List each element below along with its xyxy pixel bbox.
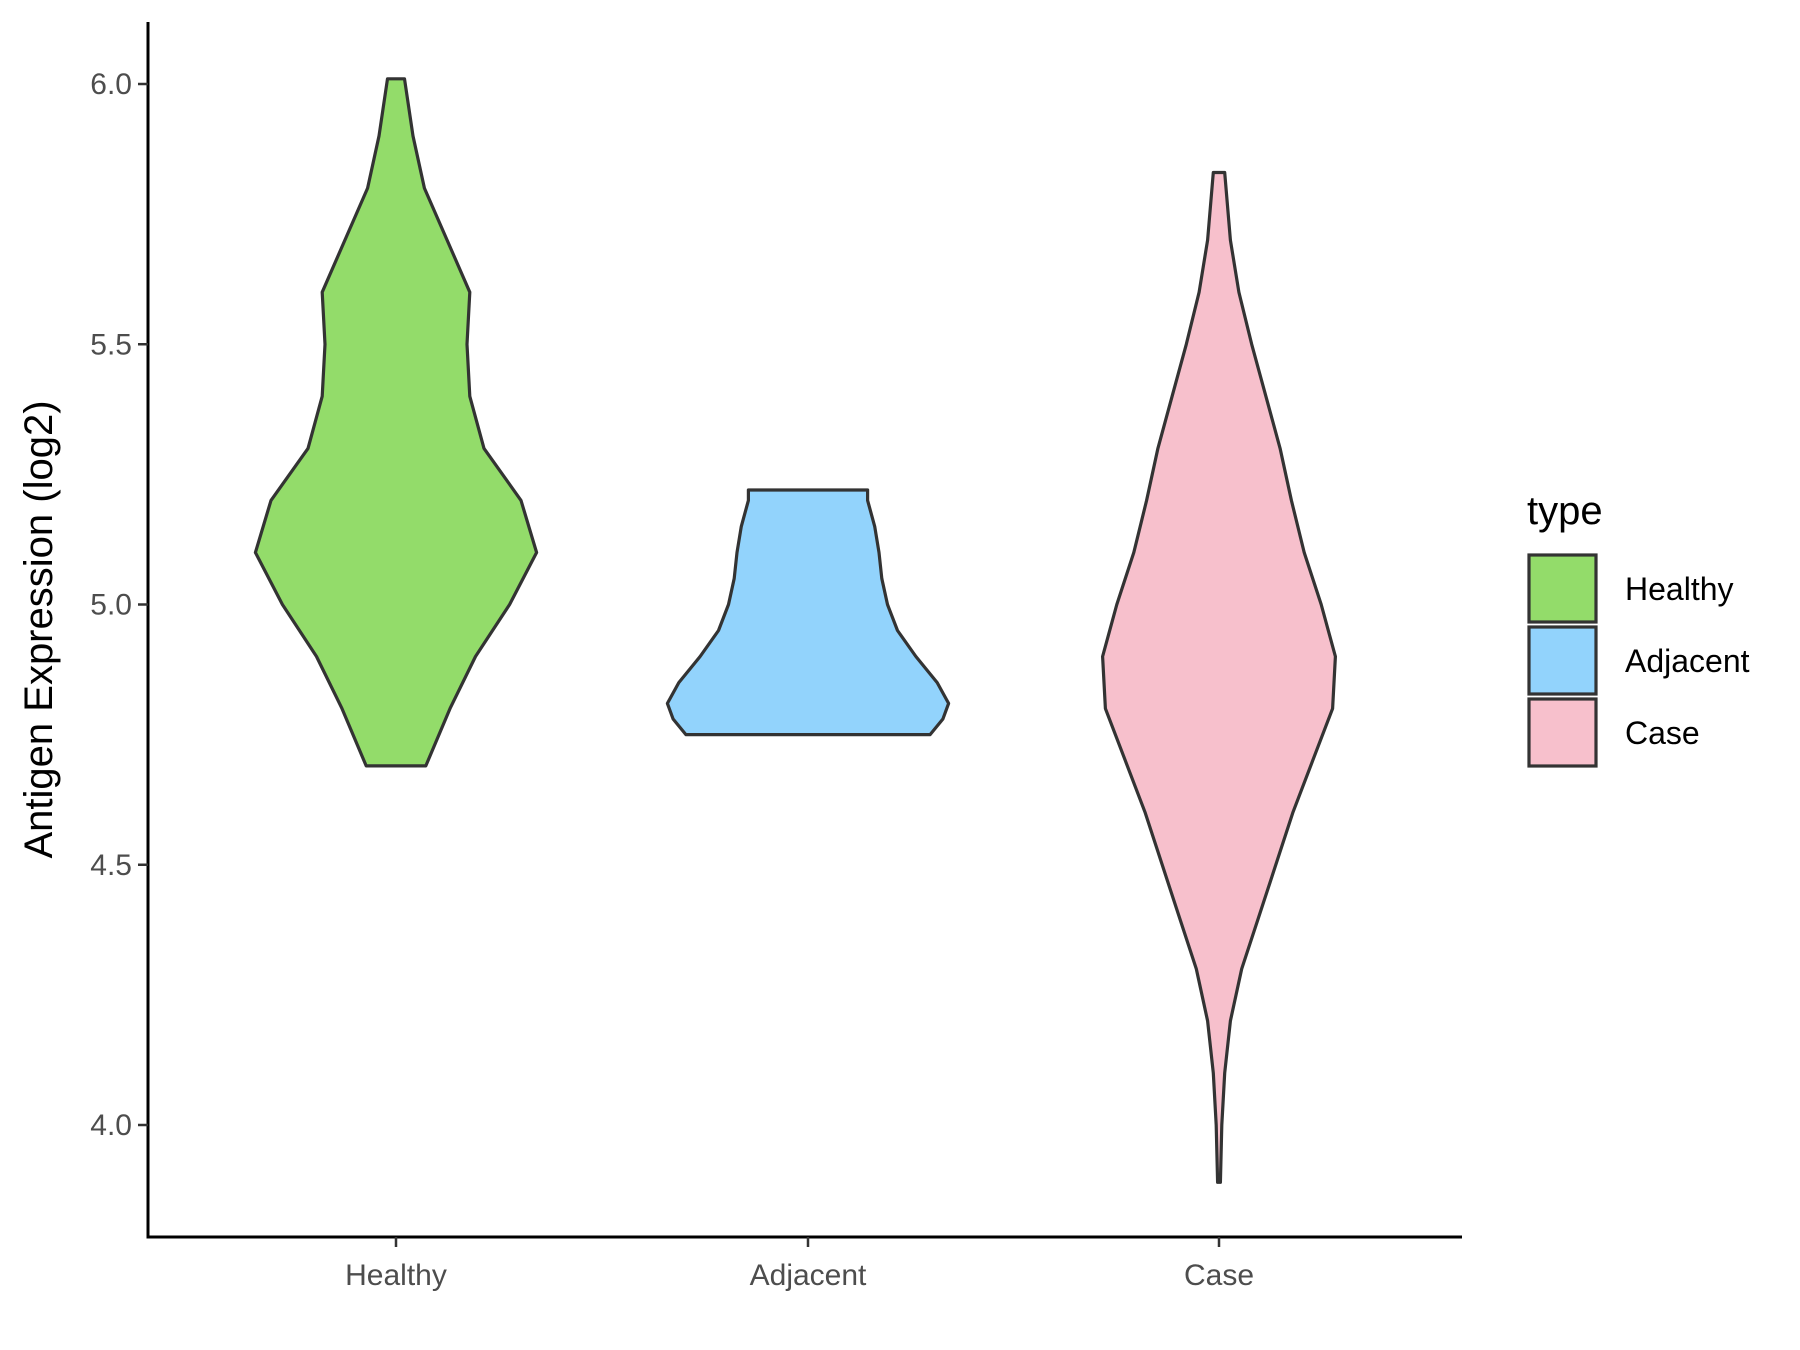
y-tick-label: 6.0	[90, 68, 132, 101]
violin-adjacent	[665, 488, 951, 737]
x-tick-label: Adjacent	[750, 1259, 867, 1292]
y-tick-label: 5.5	[90, 328, 132, 361]
legend: type Healthy Adjacent Case	[1527, 489, 1750, 768]
y-tick-label: 4.0	[90, 1109, 132, 1142]
y-ticks: 4.0 4.5 5.0 5.5 6.0	[90, 68, 148, 1142]
y-tick-label: 5.0	[90, 589, 132, 622]
x-tick-label: Healthy	[345, 1259, 447, 1292]
legend-key-case	[1527, 697, 1598, 768]
legend-label-healthy: Healthy	[1625, 571, 1734, 607]
axes: 4.0 4.5 5.0 5.5 6.0 Healthy Adjacent Case	[90, 22, 1462, 1292]
violin-healthy	[253, 77, 539, 768]
legend-label-case: Case	[1625, 715, 1700, 751]
violin-layer	[253, 77, 1337, 1184]
legend-items: Healthy Adjacent Case	[1527, 553, 1750, 768]
legend-label-adjacent: Adjacent	[1625, 643, 1750, 679]
legend-title: type	[1527, 489, 1603, 533]
y-tick-label: 4.5	[90, 849, 132, 882]
violin-case	[1101, 170, 1337, 1184]
legend-key-adjacent	[1527, 625, 1598, 696]
x-ticks: Healthy Adjacent Case	[345, 1237, 1254, 1292]
y-axis-title: Antigen Expression (log2)	[17, 400, 61, 858]
x-tick-label: Case	[1184, 1259, 1254, 1292]
legend-key-healthy	[1527, 553, 1598, 624]
